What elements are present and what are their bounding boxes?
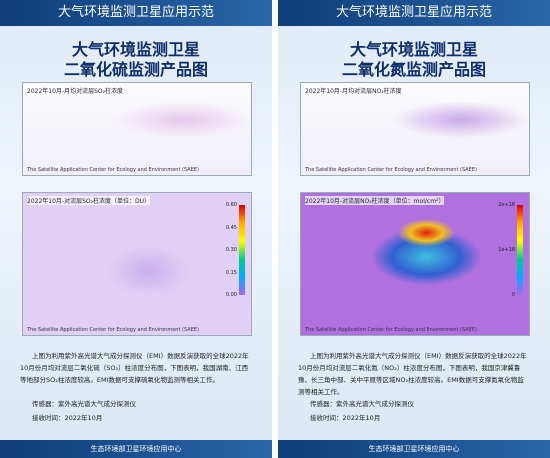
footer: 生态环境部卫星环境应用中心 <box>0 440 272 458</box>
description: 上图为利用紫外高光谱大气成分探测仪（EMI）数据反演获取的全球2022年10月份… <box>298 352 527 396</box>
map-caption: 2022年10月-月均对流层SO₂柱浓度 <box>27 86 124 95</box>
title-line: 二氧化硫监测产品图 <box>63 60 208 79</box>
footer: 生态环境部卫星环境应用中心 <box>278 440 550 458</box>
map-credit: The Satellite Application Center for Eco… <box>27 327 199 333</box>
map-caption: 2022年10月-对流层SO₂柱浓度（单位：DU） <box>27 196 151 205</box>
receive-time: 接收时间：2022年10月 <box>310 414 381 422</box>
map-credit: The Satellite Application Center for Eco… <box>27 167 199 173</box>
colorbar-tick: 0.00 <box>225 292 237 298</box>
sensor: 传感器：紫外高光谱大气成分探测仪 <box>32 400 136 408</box>
poster: 大气环境监测卫星应用示范大气环境监测卫星 二氧化氮监测产品图 2022年10月-月均… <box>278 0 550 458</box>
colorbar <box>239 205 245 295</box>
china-map: 2022年10月-对流层NO₂柱浓度（单位：mol/cm²） 2e+16 1e+16… <box>300 192 530 336</box>
colorbar <box>517 205 523 295</box>
sensor: 传感器：紫外高光谱大气成分探测仪 <box>310 400 414 408</box>
map-caption: 2022年10月-对流层NO₂柱浓度（单位：mol/cm²） <box>305 196 445 205</box>
colorbar-tick: 1e+16 <box>498 247 515 253</box>
poster: 大气环境监测卫星应用示范大气环境监测卫星 二氧化硫监测产品图 2022年10月-月均… <box>0 0 272 458</box>
colorbar-tick: 0.45 <box>225 224 237 231</box>
colorbar-tick: 0.60 <box>225 202 237 208</box>
receive-time: 接收时间：2022年10月 <box>32 414 103 422</box>
title-line: 大气环境监测卫星 <box>71 40 200 59</box>
colorbar-tick: 0.30 <box>225 247 237 253</box>
header: 大气环境监测卫星应用示范 <box>278 0 550 26</box>
colorbar-tick: 2e+16 <box>498 202 515 208</box>
global-map: 2022年10月-月均对流层NO₂柱浓度 The Satellite Applic… <box>300 82 530 176</box>
title-line: 二氧化氮监测产品图 <box>341 60 486 79</box>
description: 上图为利用紫外高光谱大气成分探测仪（EMI）数据反演获取的全球2022年10月份… <box>20 352 249 384</box>
china-map: 2022年10月-对流层SO₂柱浓度（单位：DU） 0.60 0.45 0.30 0.1… <box>22 192 252 336</box>
map-credit: The Satellite Application Center for Eco… <box>305 327 477 333</box>
map-caption: 2022年10月-月均对流层NO₂柱浓度 <box>305 86 402 95</box>
map-credit: The Satellite Application Center for Eco… <box>305 167 477 173</box>
header: 大气环境监测卫星应用示范 <box>0 0 272 26</box>
colorbar-tick: 0.15 <box>225 269 237 276</box>
title-line: 大气环境监测卫星 <box>349 40 478 59</box>
colorbar-tick: 0 <box>511 292 515 298</box>
global-map: 2022年10月-月均对流层SO₂柱浓度 The Satellite Applic… <box>22 82 252 176</box>
